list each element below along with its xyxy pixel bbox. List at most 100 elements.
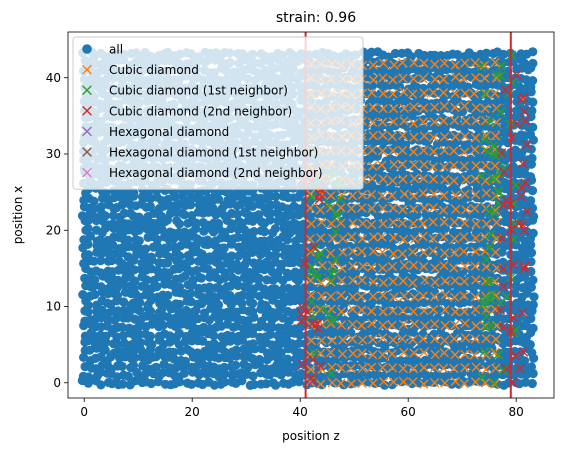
point-cubic-diamond xyxy=(429,117,440,127)
point-all xyxy=(520,356,530,366)
point-all xyxy=(418,315,428,325)
point-cubic-1st-neighbor xyxy=(483,276,493,286)
point-cubic-diamond xyxy=(399,189,410,199)
point-all xyxy=(220,268,230,278)
point-cubic-diamond xyxy=(397,249,408,259)
point-all xyxy=(259,265,269,275)
point-cubic-2nd-neighbor xyxy=(501,364,512,374)
point-cubic-diamond xyxy=(399,87,409,97)
point-cubic-diamond xyxy=(479,60,490,70)
point-cubic-diamond xyxy=(481,219,492,229)
point-all xyxy=(299,257,310,267)
point-all xyxy=(117,259,127,269)
point-cubic-diamond xyxy=(460,318,470,328)
point-cubic-diamond xyxy=(460,333,471,343)
point-all xyxy=(152,265,162,275)
point-cubic-diamond xyxy=(347,232,357,242)
point-cubic-diamond xyxy=(336,218,346,228)
point-cubic-diamond xyxy=(377,247,388,257)
point-cubic-diamond xyxy=(388,217,398,227)
point-all xyxy=(232,209,242,219)
point-cubic-diamond xyxy=(481,89,491,99)
point-cubic-diamond xyxy=(471,275,481,285)
point-all xyxy=(487,58,497,68)
point-cubic-1st-neighbor xyxy=(485,116,495,126)
point-cubic-2nd-neighbor xyxy=(308,318,318,328)
point-all xyxy=(220,251,230,261)
point-cubic-2nd-neighbor xyxy=(512,70,522,80)
point-cubic-diamond xyxy=(449,234,460,244)
point-cubic-diamond xyxy=(388,335,398,345)
point-cubic-diamond xyxy=(357,234,367,244)
point-cubic-diamond xyxy=(439,190,449,201)
point-cubic-diamond xyxy=(388,75,398,85)
point-all xyxy=(526,362,537,372)
point-cubic-diamond xyxy=(450,132,461,142)
point-all xyxy=(509,210,520,220)
series-cubic-diamond xyxy=(305,57,502,389)
point-cubic-diamond xyxy=(378,290,388,300)
point-cubic-diamond xyxy=(368,102,379,113)
point-cubic-2nd-neighbor xyxy=(308,354,318,365)
series-cubic-diamond-1st-neighbor xyxy=(306,50,521,388)
point-all xyxy=(454,132,464,142)
point-all xyxy=(191,218,201,228)
point-cubic-diamond xyxy=(428,132,439,142)
point-all xyxy=(198,336,208,346)
point-cubic-diamond xyxy=(378,219,388,229)
point-cubic-2nd-neighbor xyxy=(511,118,522,129)
point-all xyxy=(141,244,151,254)
point-cubic-diamond xyxy=(316,379,326,389)
point-all xyxy=(85,231,95,241)
point-all xyxy=(83,239,93,249)
point-cubic-1st-neighbor xyxy=(329,315,339,325)
point-cubic-diamond xyxy=(305,234,315,244)
point-all xyxy=(390,48,400,59)
point-all xyxy=(527,186,538,196)
point-cubic-diamond xyxy=(419,159,429,170)
point-all xyxy=(158,368,168,378)
point-cubic-diamond xyxy=(398,73,408,83)
point-all xyxy=(146,291,156,301)
point-all xyxy=(464,377,474,387)
point-cubic-2nd-neighbor xyxy=(511,350,521,361)
point-all xyxy=(89,212,99,222)
point-all xyxy=(528,228,538,238)
point-cubic-diamond xyxy=(388,103,399,114)
point-cubic-diamond xyxy=(337,263,347,274)
point-all xyxy=(208,203,218,214)
point-all xyxy=(457,344,467,355)
point-cubic-diamond xyxy=(305,275,316,286)
legend-marker xyxy=(82,147,92,157)
point-cubic-diamond xyxy=(470,72,481,83)
x-tick-label: 40 xyxy=(293,405,308,419)
point-all xyxy=(227,219,237,229)
point-cubic-diamond xyxy=(348,261,358,271)
x-axis-label: position z xyxy=(282,429,340,443)
legend-entry: Cubic diamond (1st neighbor) xyxy=(109,84,288,98)
point-all xyxy=(237,376,247,386)
point-cubic-diamond xyxy=(429,189,439,199)
point-all xyxy=(526,196,536,206)
point-cubic-1st-neighbor xyxy=(499,163,509,173)
point-cubic-1st-neighbor xyxy=(480,134,490,144)
legend-entry: Hexagonal diamond (1st neighbor) xyxy=(109,146,318,160)
point-cubic-diamond xyxy=(408,306,419,317)
point-cubic-diamond xyxy=(398,306,408,316)
point-cubic-diamond xyxy=(346,379,356,389)
point-cubic-diamond xyxy=(440,174,450,185)
point-all xyxy=(248,339,258,349)
point-cubic-diamond xyxy=(481,188,492,198)
point-all xyxy=(277,259,287,269)
point-cubic-diamond xyxy=(440,276,450,286)
point-cubic-2nd-neighbor xyxy=(498,322,508,332)
point-all xyxy=(163,290,173,301)
point-all xyxy=(351,268,361,278)
point-cubic-diamond xyxy=(419,203,429,213)
point-all xyxy=(191,362,201,372)
point-all xyxy=(96,282,106,292)
point-cubic-1st-neighbor xyxy=(489,174,499,184)
point-all xyxy=(96,268,106,278)
point-cubic-1st-neighbor xyxy=(329,266,339,277)
